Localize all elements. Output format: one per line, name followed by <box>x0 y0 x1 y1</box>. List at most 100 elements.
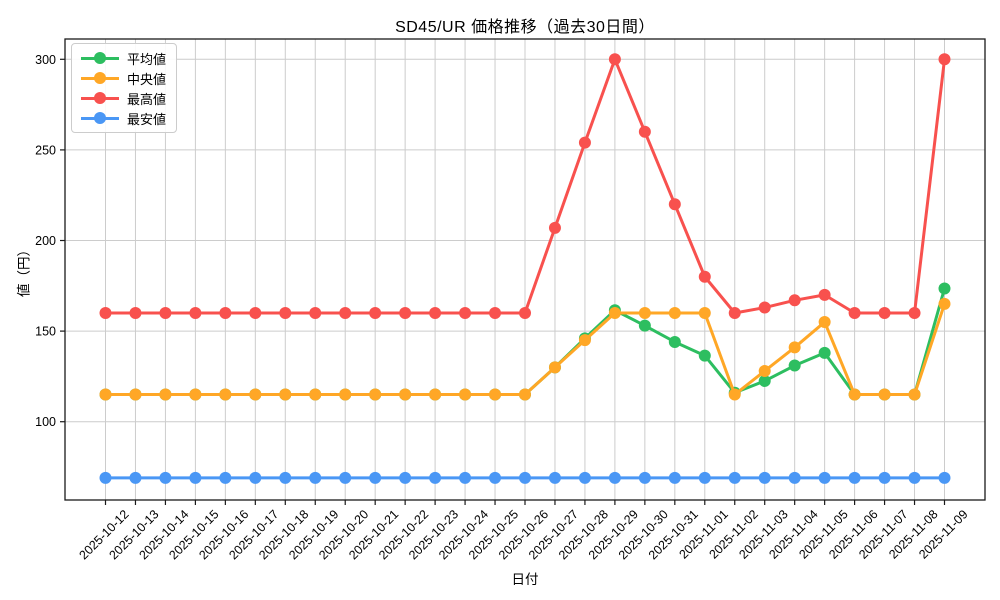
legend-label: 最安値 <box>127 111 167 127</box>
data-point <box>638 471 651 484</box>
series-markers-2 <box>99 53 951 319</box>
data-point <box>728 388 741 401</box>
data-point <box>578 471 591 484</box>
data-point <box>189 388 202 401</box>
data-point <box>519 306 531 319</box>
data-point <box>249 388 262 401</box>
data-point <box>159 471 172 484</box>
data-point <box>99 388 112 401</box>
data-point <box>908 306 921 319</box>
data-point <box>519 388 531 401</box>
data-point <box>698 471 711 484</box>
chart-title: SD45/UR 価格推移（過去30日間） <box>395 19 655 36</box>
data-point <box>818 471 831 484</box>
data-point <box>99 306 112 319</box>
data-point <box>908 471 921 484</box>
legend-marker-icon <box>81 51 119 65</box>
data-point <box>638 319 651 332</box>
data-point <box>339 388 352 401</box>
legend-item-2: 最高値 <box>81 91 167 107</box>
data-point <box>548 361 561 374</box>
data-point <box>728 306 741 319</box>
data-point <box>848 306 861 319</box>
legend-item-3: 最安値 <box>81 111 167 127</box>
data-point <box>219 471 232 484</box>
data-point <box>399 388 412 401</box>
data-point <box>908 388 921 401</box>
series-markers-3 <box>99 471 951 484</box>
legend-label: 平均値 <box>127 51 167 67</box>
data-point <box>279 471 292 484</box>
legend-label: 最高値 <box>127 91 167 107</box>
data-point <box>159 306 172 319</box>
data-point <box>369 306 382 319</box>
data-point <box>668 471 681 484</box>
data-point <box>279 388 292 401</box>
data-point <box>728 471 741 484</box>
data-point <box>489 388 502 401</box>
data-point <box>818 288 831 301</box>
data-point <box>489 306 502 319</box>
data-point <box>608 53 621 66</box>
data-point <box>788 341 801 354</box>
legend-item-1: 中央値 <box>81 71 167 87</box>
y-tick-labels: 100 150 200 250 300 <box>35 53 56 429</box>
data-point <box>698 270 711 283</box>
data-point <box>399 306 412 319</box>
y-axis-label: 値（円） <box>16 243 32 297</box>
legend-marker-icon <box>81 71 119 85</box>
y-tick-label: 250 <box>35 143 56 157</box>
data-point <box>668 306 681 319</box>
data-point <box>369 471 382 484</box>
data-point <box>608 471 621 484</box>
legend-label: 中央値 <box>127 71 167 87</box>
data-point <box>459 306 472 319</box>
data-point <box>878 471 891 484</box>
x-axis-label: 日付 <box>511 572 539 587</box>
data-point <box>638 125 651 138</box>
data-point <box>758 471 771 484</box>
axis-ticks <box>60 58 946 505</box>
series-2 <box>99 53 951 319</box>
data-point <box>309 306 322 319</box>
data-point <box>459 471 472 484</box>
y-tick-label: 200 <box>35 234 56 248</box>
series-1 <box>99 297 951 401</box>
data-point <box>519 471 531 484</box>
legend-marker-icon <box>81 111 119 125</box>
data-point <box>189 306 202 319</box>
data-point <box>99 471 112 484</box>
data-point <box>459 388 472 401</box>
series-markers-1 <box>99 297 951 401</box>
data-point <box>758 374 771 387</box>
data-point <box>578 136 591 149</box>
data-point <box>548 221 561 234</box>
plot-border <box>64 38 986 501</box>
data-point <box>668 335 681 348</box>
data-point <box>818 316 831 329</box>
data-point <box>189 471 202 484</box>
data-point <box>938 297 951 310</box>
data-point <box>129 471 142 484</box>
data-point <box>938 471 951 484</box>
data-point <box>429 388 442 401</box>
data-point <box>638 306 651 319</box>
data-point <box>758 364 771 377</box>
data-point <box>429 471 442 484</box>
data-point <box>129 306 142 319</box>
data-point <box>938 53 951 66</box>
data-point <box>608 306 621 319</box>
data-point <box>279 306 292 319</box>
data-point <box>668 198 681 211</box>
y-tick-label: 300 <box>35 53 56 67</box>
data-point <box>548 471 561 484</box>
data-point <box>339 471 352 484</box>
data-point <box>938 282 951 295</box>
y-tick-label: 100 <box>35 415 56 429</box>
data-point <box>818 346 831 359</box>
data-point <box>878 306 891 319</box>
data-point <box>219 306 232 319</box>
data-point <box>249 306 262 319</box>
